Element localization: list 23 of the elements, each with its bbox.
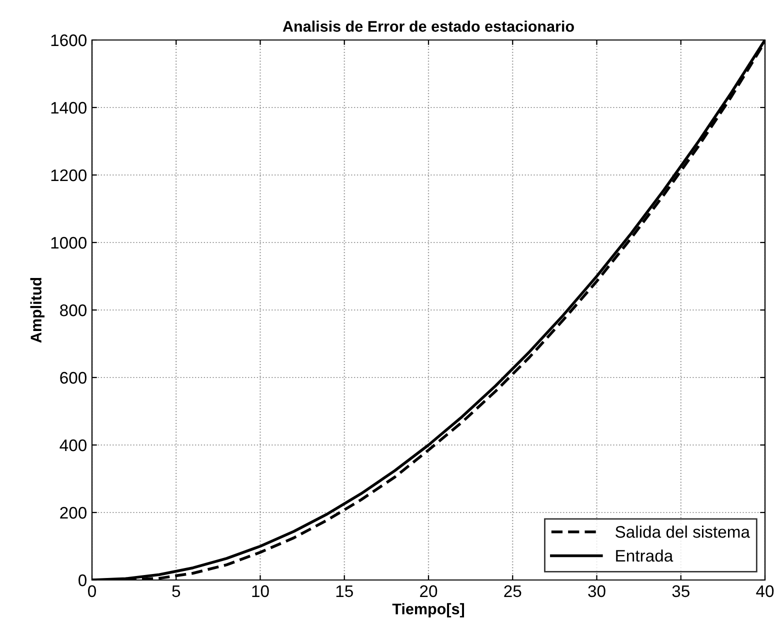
- x-tick-label: 25: [504, 585, 522, 598]
- x-tick-label: 5: [172, 585, 180, 598]
- y-tick-label: 400: [60, 439, 86, 452]
- y-axis-title: Amplitud: [30, 278, 45, 343]
- x-tick-label: 35: [672, 585, 690, 598]
- y-tick-label: 1400: [51, 102, 86, 114]
- x-tick-label: 40: [756, 585, 774, 598]
- x-tick-label: 30: [588, 585, 606, 598]
- x-tick-label: 10: [252, 585, 269, 598]
- chart-title: Analisis de Error de estado estacionario: [282, 20, 574, 32]
- y-tick-label: 1000: [51, 236, 86, 249]
- x-axis-title: Tiempo[s]: [392, 603, 464, 618]
- y-tick-label: 1200: [51, 169, 86, 182]
- y-tick-label: 1600: [51, 34, 86, 46]
- y-tick-label: 0: [78, 574, 86, 586]
- y-tick-label: 800: [60, 304, 86, 316]
- x-tick-label: 0: [88, 585, 96, 598]
- legend-label: Entrada: [616, 549, 674, 562]
- legend-label: Salida del sistema: [616, 526, 750, 538]
- y-tick-label: 600: [60, 372, 86, 384]
- x-tick-label: 20: [420, 585, 438, 598]
- x-tick-label: 15: [336, 585, 353, 598]
- y-tick-label: 200: [60, 506, 86, 519]
